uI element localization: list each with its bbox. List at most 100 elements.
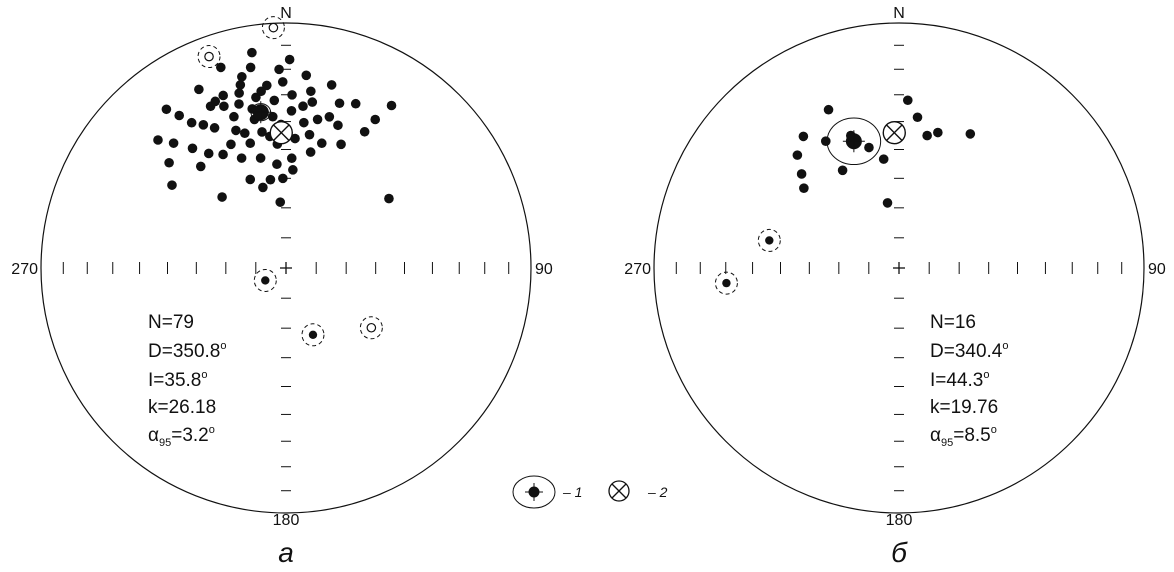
data-point bbox=[231, 125, 241, 136]
excluded-point bbox=[765, 236, 774, 245]
data-point bbox=[265, 174, 276, 185]
confidence-circle bbox=[826, 117, 882, 166]
data-point bbox=[217, 192, 227, 202]
data-point bbox=[226, 139, 236, 150]
panel-a-label: а bbox=[278, 537, 294, 568]
data-point bbox=[370, 114, 381, 125]
stereonet-b: N 90 180 270 N=16 D=340.4o I=44.3o k=19.… bbox=[624, 5, 1166, 568]
stats-a-i: I=35.8o bbox=[148, 369, 207, 391]
excluded-point-ring bbox=[261, 16, 285, 40]
data-point bbox=[288, 165, 298, 175]
data-point bbox=[359, 126, 370, 137]
stereonet-b-north-label: N bbox=[893, 5, 905, 22]
data-point bbox=[336, 139, 346, 150]
data-point bbox=[384, 193, 394, 204]
data-point bbox=[933, 127, 943, 138]
data-point bbox=[234, 88, 244, 98]
excluded-point-ring bbox=[197, 45, 221, 69]
stereonet-a-north-label: N bbox=[280, 5, 292, 22]
data-point bbox=[304, 129, 315, 140]
data-point bbox=[324, 111, 335, 122]
data-point bbox=[864, 142, 874, 153]
legend-item-1-label: – 1 bbox=[562, 484, 582, 500]
excluded-point bbox=[722, 278, 731, 288]
data-point bbox=[274, 64, 284, 75]
data-point bbox=[187, 143, 198, 154]
data-point bbox=[194, 84, 204, 95]
data-point bbox=[823, 104, 834, 115]
stats-b-k: k=19.76 bbox=[930, 397, 998, 418]
stereonet-a-south-label: 180 bbox=[273, 512, 300, 529]
panel-b-label: б bbox=[891, 537, 908, 568]
data-point bbox=[286, 153, 297, 164]
stats-a-n: N=79 bbox=[148, 312, 194, 333]
excluded-point-ring bbox=[301, 323, 325, 347]
excluded-point-ring bbox=[359, 316, 383, 340]
data-point bbox=[278, 173, 288, 184]
data-point bbox=[168, 138, 179, 148]
data-point bbox=[837, 165, 848, 176]
excluded-point-ring bbox=[253, 268, 277, 292]
data-point bbox=[284, 54, 295, 65]
stereonet-a-primitive bbox=[40, 22, 532, 514]
data-point bbox=[796, 169, 807, 179]
data-point bbox=[286, 105, 297, 116]
stereonet-a-ticks bbox=[62, 44, 510, 492]
data-point bbox=[290, 133, 300, 144]
data-point bbox=[882, 198, 893, 208]
data-point bbox=[245, 174, 256, 185]
stereonet-b-south-label: 180 bbox=[886, 512, 913, 529]
data-point bbox=[209, 123, 220, 133]
data-point bbox=[164, 157, 174, 168]
data-point bbox=[287, 90, 297, 100]
stats-b-a95: α95=8.5o bbox=[930, 424, 997, 449]
data-point bbox=[350, 98, 361, 109]
legend-mean-symbol bbox=[512, 475, 556, 509]
data-point bbox=[306, 86, 316, 97]
legend-reference-symbol bbox=[608, 480, 630, 502]
data-point bbox=[216, 62, 226, 73]
data-point bbox=[234, 99, 244, 109]
data-point bbox=[301, 70, 312, 81]
data-point bbox=[299, 117, 309, 128]
data-point bbox=[255, 153, 266, 163]
data-point bbox=[878, 154, 889, 164]
legend: – 1 – 2 bbox=[512, 475, 668, 509]
data-point bbox=[258, 182, 268, 193]
stats-a-a95: α95=3.2o bbox=[148, 424, 215, 449]
stats-b-d: D=340.4o bbox=[930, 340, 1009, 362]
data-point bbox=[305, 147, 316, 157]
stereonet-b-points bbox=[714, 95, 976, 295]
data-point bbox=[239, 128, 250, 139]
stereonet-b-ticks bbox=[675, 44, 1123, 492]
excluded-point bbox=[308, 330, 318, 339]
data-point bbox=[205, 101, 216, 112]
data-point bbox=[203, 148, 214, 159]
legend-item-2-label: – 2 bbox=[647, 484, 668, 500]
data-point bbox=[316, 138, 327, 149]
stereonet-a: N 90 180 270 N=79 D=350.8o I=35.8o k=26.… bbox=[11, 5, 553, 568]
stereonet-b-east-label: 90 bbox=[1148, 261, 1166, 278]
stats-b-i: I=44.3o bbox=[930, 369, 989, 391]
data-point bbox=[229, 111, 239, 122]
data-point bbox=[326, 80, 337, 90]
reference-cross-2 bbox=[886, 124, 903, 141]
data-point bbox=[792, 150, 803, 160]
data-point bbox=[174, 110, 185, 121]
stats-b-n: N=16 bbox=[930, 312, 976, 333]
data-point bbox=[256, 86, 266, 97]
excluded-point-ring bbox=[714, 271, 738, 295]
data-point bbox=[798, 131, 809, 142]
excluded-point bbox=[261, 276, 270, 285]
excluded-point-ring bbox=[757, 228, 781, 252]
data-point bbox=[269, 95, 280, 106]
data-point bbox=[386, 100, 397, 111]
data-point bbox=[965, 129, 976, 139]
data-point bbox=[245, 62, 256, 73]
excluded-point bbox=[204, 51, 214, 62]
stats-a-k: k=26.18 bbox=[148, 397, 216, 418]
data-point bbox=[277, 77, 288, 87]
data-point bbox=[218, 149, 228, 160]
data-point bbox=[247, 47, 257, 58]
data-point bbox=[333, 120, 343, 131]
